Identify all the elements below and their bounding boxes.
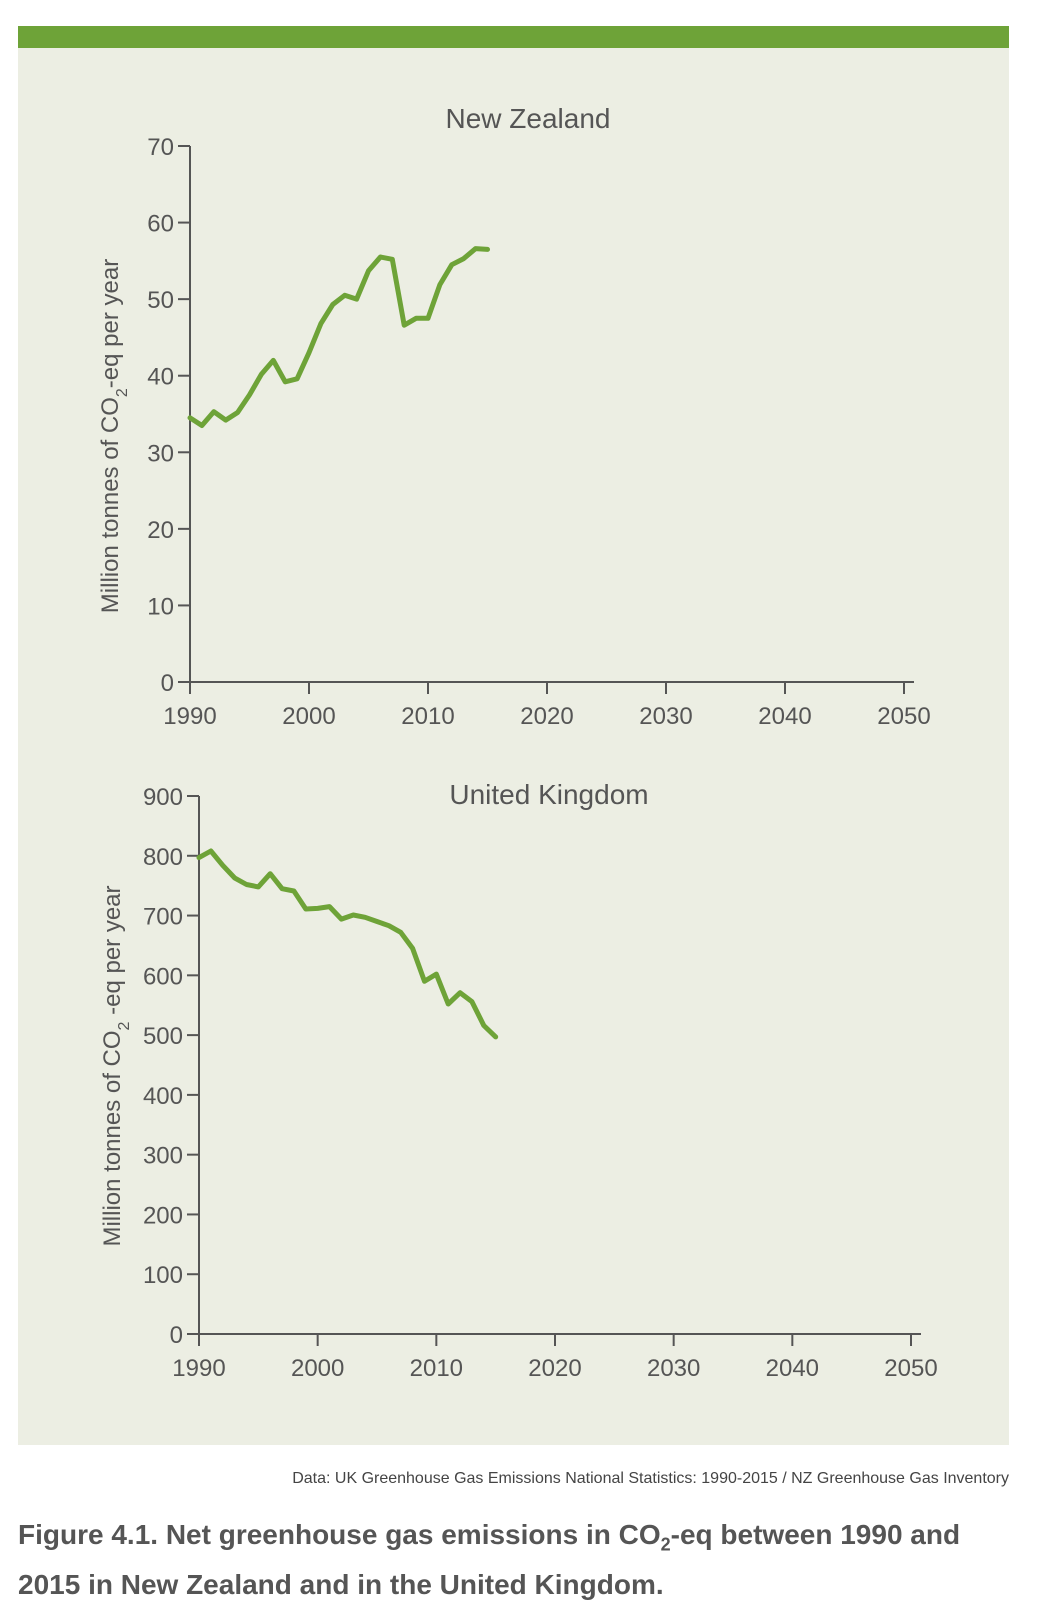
y-tick-label: 300 — [143, 1143, 183, 1170]
x-tick-label: 2040 — [758, 703, 811, 730]
figure-caption: Figure 4.1. Net greenhouse gas emissions… — [18, 1519, 961, 1600]
x-tick-label: 2050 — [884, 1355, 937, 1382]
x-tick-label: 2030 — [639, 703, 692, 730]
y-tick-label: 400 — [143, 1083, 183, 1110]
y-tick-label: 100 — [143, 1262, 183, 1289]
x-tick-label: 2030 — [647, 1355, 700, 1382]
y-tick-label: 700 — [143, 904, 183, 931]
x-tick-label: 2020 — [528, 1355, 581, 1382]
accent-bar — [18, 26, 1009, 48]
y-tick-label: 200 — [143, 1202, 183, 1229]
y-tick-label: 0 — [161, 670, 174, 697]
x-tick-label: 2000 — [291, 1355, 344, 1382]
x-tick-label: 1990 — [172, 1355, 225, 1382]
y-axis-label: Million tonnes of CO2 -eq per year — [99, 885, 133, 1246]
y-axis-label: Million tonnes of CO2-eq per year — [97, 259, 131, 613]
y-tick-label: 0 — [170, 1322, 183, 1349]
y-tick-label: 40 — [147, 364, 174, 391]
y-tick-label: 30 — [147, 440, 174, 467]
x-tick-label: 2010 — [410, 1355, 463, 1382]
x-tick-label: 2050 — [877, 703, 930, 730]
y-tick-label: 500 — [143, 1023, 183, 1050]
figure-panel: New Zealand Million tonnes of CO2-eq per… — [18, 26, 1009, 1445]
y-tick-label: 50 — [147, 287, 174, 314]
y-tick-label: 60 — [147, 211, 174, 238]
y-tick-label: 10 — [147, 593, 174, 620]
x-tick-label: 2000 — [282, 703, 335, 730]
y-tick-label: 20 — [147, 517, 174, 544]
emissions-series-line — [187, 246, 490, 428]
y-tick-label: 70 — [147, 134, 174, 161]
x-tick-label: 1990 — [163, 703, 216, 730]
emissions-series-line — [196, 848, 499, 1040]
data-source-note: Data: UK Greenhouse Gas Emissions Nation… — [292, 1470, 1009, 1487]
new-zealand-chart: New Zealand Million tonnes of CO2-eq per… — [97, 103, 931, 730]
y-tick-label: 600 — [143, 963, 183, 990]
x-tick-label: 2040 — [766, 1355, 819, 1382]
chart-title: New Zealand — [446, 103, 611, 134]
x-tick-label: 2010 — [401, 703, 454, 730]
united-kingdom-chart: United Kingdom Million tonnes of CO2 -eq… — [99, 779, 938, 1382]
chart-title: United Kingdom — [449, 779, 648, 810]
y-tick-label: 800 — [143, 844, 183, 871]
y-tick-label: 900 — [143, 784, 183, 811]
x-tick-label: 2020 — [520, 703, 573, 730]
